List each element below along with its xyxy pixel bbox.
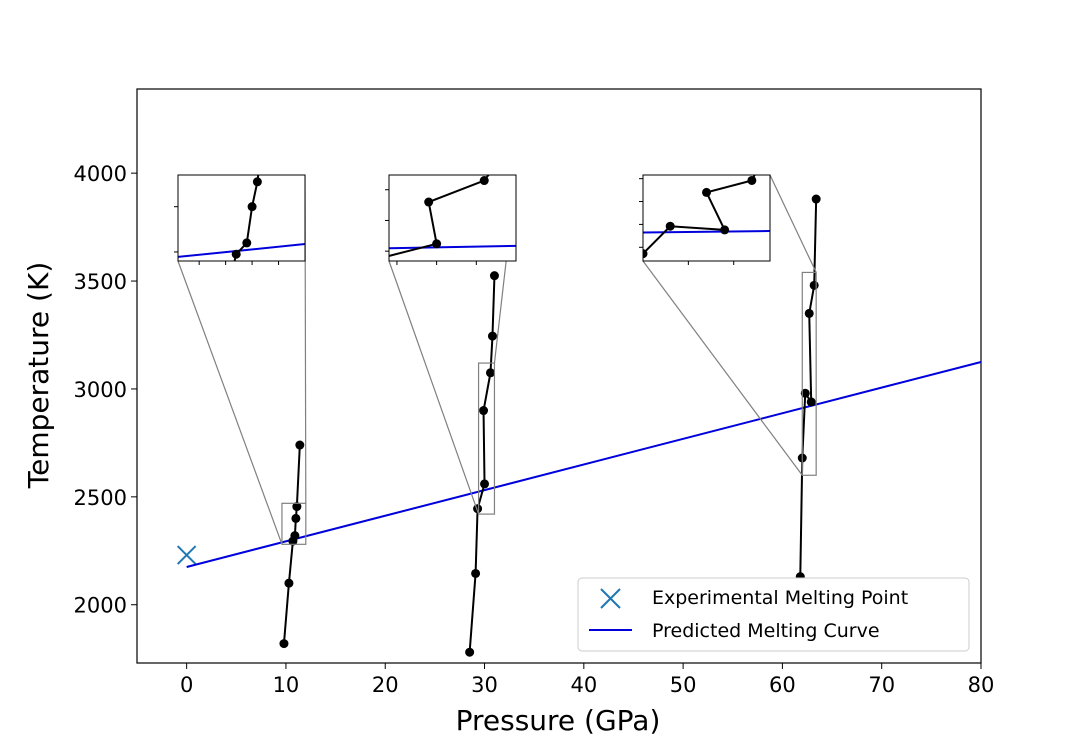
inset-predicted-curve [389, 244, 516, 250]
inset-group [174, 48, 817, 545]
simulation-point [290, 531, 300, 541]
simulation-point [279, 639, 289, 649]
inset-simulation-point [496, 155, 505, 164]
y-axis-label: Temperature (K) [22, 262, 55, 489]
inset-simulation-point [361, 290, 370, 299]
legend-box [577, 577, 970, 652]
inset-content [620, 139, 775, 309]
inset-10gpa [174, 48, 307, 545]
inset-simulation-point [252, 177, 262, 187]
x-tick-label: 0 [180, 673, 193, 697]
legend-marker-experimental [600, 588, 621, 609]
simulation-line [468, 275, 496, 653]
zoom-connector [177, 260, 283, 545]
experimental-melting-point [176, 545, 197, 565]
legend-label-predicted: Predicted Melting Curve [652, 620, 880, 642]
x-tick-label: 60 [769, 673, 796, 697]
simulation-point [809, 280, 819, 290]
inset-predicted-curve [178, 243, 305, 258]
inset-simulation-point [720, 225, 730, 235]
inset-simulation-line [389, 175, 490, 257]
simulation-point [479, 406, 489, 416]
inset-frame [177, 174, 306, 262]
legend-label-experimental: Experimental Melting Point [652, 587, 908, 609]
zoom-connector [642, 260, 803, 476]
inset-simulation-point [620, 300, 629, 309]
inset-frame [388, 174, 517, 262]
simulation-point [487, 331, 497, 341]
inset-content [178, 48, 305, 474]
inset-simulation-point [231, 249, 241, 259]
x-tick-label: 80 [968, 673, 995, 697]
inset-simulation-point [479, 176, 489, 186]
inset-simulation-point [313, 335, 322, 344]
legend: Experimental Melting Point Predicted Mel… [577, 577, 970, 652]
y-tick-label: 4000 [74, 162, 127, 186]
y-tick-label: 3500 [74, 270, 127, 294]
zoom-connector [388, 260, 480, 515]
simulation-point [471, 568, 481, 578]
x-tick-label: 20 [372, 673, 399, 697]
y-tick-label: 2500 [74, 486, 127, 510]
main-plot-area [136, 88, 982, 664]
x-tick-label: 50 [670, 673, 697, 697]
x-axis-label: Pressure (GPa) [456, 704, 661, 737]
inset-simulation-point [269, 48, 278, 57]
x-tick-label: 70 [868, 673, 895, 697]
simulation-point [804, 308, 814, 318]
y-tick-label: 3000 [74, 378, 127, 402]
inset-simulation-point [424, 197, 434, 207]
inset-simulation-point [766, 139, 775, 148]
simulation-point [485, 368, 495, 378]
inset-60gpa [620, 139, 817, 476]
x-axis: 0 10 20 30 40 50 60 70 80 [180, 663, 994, 697]
inset-simulation-point [643, 249, 648, 259]
inset-predicted-curve [643, 230, 770, 234]
inset-content [313, 121, 521, 344]
plot-frame [136, 88, 982, 664]
simulation-point [489, 271, 499, 281]
simulation-point [480, 479, 490, 489]
zoom-connector [769, 174, 817, 273]
x-tick-label: 10 [273, 673, 300, 697]
x-tick-label: 40 [570, 673, 597, 697]
inset-simulation-point [211, 338, 220, 347]
inset-simulation-point [242, 238, 252, 248]
zoom-region [281, 502, 307, 545]
predicted-melting-curve [186, 361, 982, 568]
y-tick-label: 2000 [74, 594, 127, 618]
inset-simulation-point [665, 221, 675, 231]
inset-simulation-point [747, 175, 757, 185]
inset-simulation-point [432, 239, 442, 249]
inset-30gpa [313, 121, 521, 515]
x-tick-label: 30 [471, 673, 498, 697]
inset-simulation-point [702, 187, 711, 197]
simulation-point [806, 397, 816, 407]
inset-simulation-point [512, 121, 521, 130]
simulation-point [295, 440, 305, 450]
inset-frame [642, 174, 771, 262]
inset-simulation-point [247, 202, 257, 212]
simulation-point [292, 502, 302, 512]
y-axis: 2000 2500 3000 3500 4000 [74, 162, 137, 618]
simulation-point [811, 194, 821, 204]
simulation-point [465, 647, 475, 657]
simulation-point [291, 513, 301, 523]
zoom-region [801, 271, 817, 476]
simulation-point [800, 388, 810, 398]
zoom-region [477, 362, 496, 515]
inset-simulation-point [184, 465, 193, 474]
inset-simulation-point [377, 253, 386, 262]
simulation-point [284, 578, 294, 588]
